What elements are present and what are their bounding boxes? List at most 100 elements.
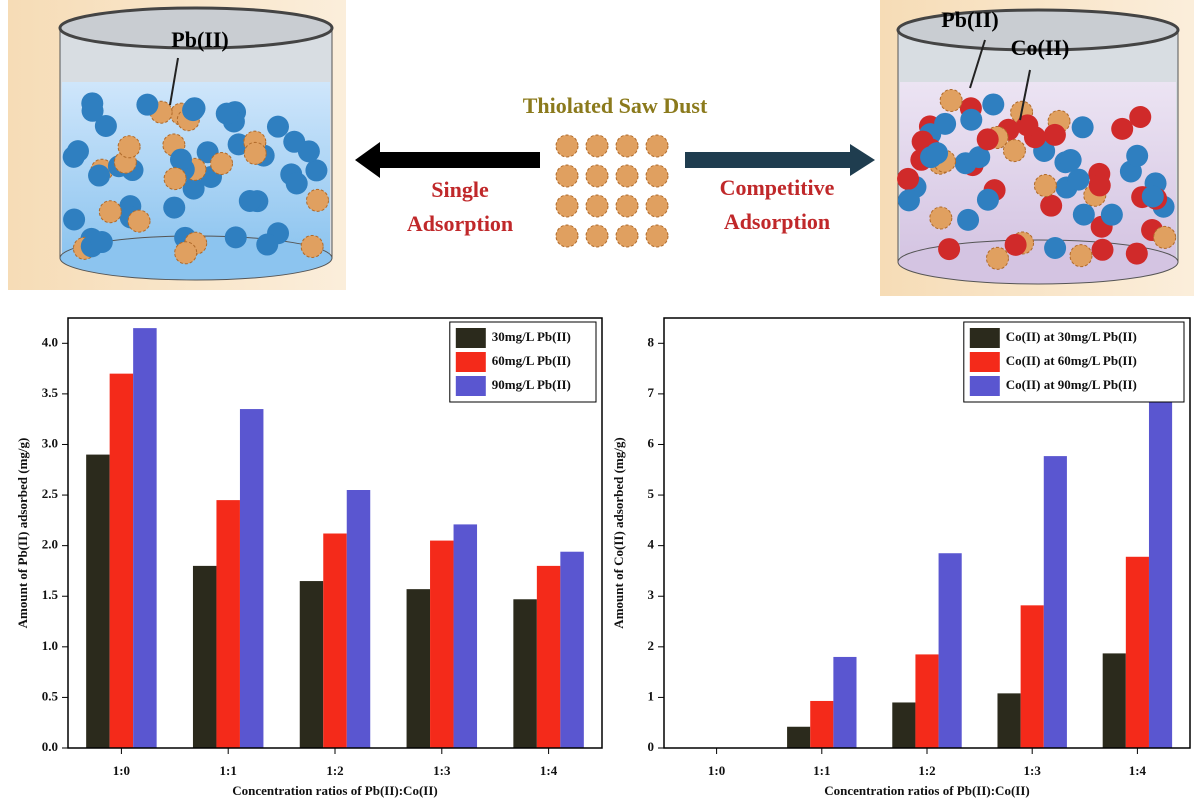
particle — [934, 112, 957, 135]
particle — [1126, 144, 1149, 167]
particle — [1100, 203, 1123, 226]
particle — [170, 148, 193, 171]
legend-label: Co(II) at 30mg/L Pb(II) — [1006, 329, 1137, 344]
particle — [555, 134, 579, 158]
particle — [1043, 123, 1066, 146]
particle — [305, 159, 328, 182]
legend-box — [963, 321, 1185, 403]
y-tick-label: 2.5 — [42, 486, 59, 501]
ion-label: Co(II) — [1011, 35, 1070, 60]
schematic: Pb(II) Thiolated Saw Dust Single Adsorpt… — [8, 0, 1194, 296]
charts: 1:0 1:1 1:2 1:3 1:4 0.0 0.5 1.0 1.5 2.0 2.5 3.0 3.5 4… — [15, 317, 1191, 798]
particle — [256, 233, 279, 256]
right-arrow — [685, 144, 875, 176]
particle — [1067, 168, 1090, 191]
particle — [81, 99, 104, 122]
particle — [94, 115, 117, 138]
y-axis-label: Amount of Pb(II) adsorbed (mg/g) — [15, 438, 30, 629]
y-tick-label: 3.0 — [42, 435, 58, 450]
x-tick-label: 1:3 — [1024, 763, 1042, 778]
particle — [645, 134, 669, 158]
particle — [1044, 237, 1067, 260]
bar — [833, 656, 857, 748]
bar — [346, 490, 371, 748]
process-label: Adsorption — [407, 211, 513, 236]
process-label: Adsorption — [724, 209, 830, 234]
bar — [86, 454, 110, 748]
x-axis-label: Concentration ratios of Pb(II):Co(II) — [824, 783, 1029, 798]
particle — [976, 128, 999, 151]
y-tick-label: 1.0 — [42, 638, 58, 653]
particle — [98, 200, 122, 224]
bar — [1043, 456, 1067, 748]
y-tick-label: 7 — [648, 385, 655, 400]
bar — [1148, 361, 1173, 748]
legend-swatch — [969, 352, 1000, 372]
particle — [957, 208, 980, 231]
left-rim — [58, 6, 334, 50]
x-tick-label: 1:0 — [708, 763, 725, 778]
bar — [536, 565, 561, 748]
material-label: Thiolated Saw Dust — [523, 93, 708, 118]
particle — [585, 134, 609, 158]
y-tick-label: 0 — [648, 739, 655, 754]
process-label: Competitive — [720, 175, 835, 200]
legend-label: Co(II) at 60mg/L Pb(II) — [1006, 353, 1137, 368]
x-axis-label: Concentration ratios of Pb(II):Co(II) — [232, 783, 437, 798]
pointer — [969, 39, 986, 89]
bar — [1102, 653, 1126, 748]
bar — [430, 540, 454, 748]
particle — [926, 142, 949, 165]
particle — [182, 99, 205, 122]
particle — [982, 93, 1005, 116]
bar — [1125, 556, 1149, 748]
particle — [1125, 242, 1148, 265]
particle — [1059, 149, 1082, 172]
bar — [109, 373, 134, 748]
legend-label: Co(II) at 90mg/L Pb(II) — [1006, 377, 1137, 392]
x-tick-label: 1:1 — [813, 763, 830, 778]
bar — [560, 551, 584, 748]
pointer — [1019, 69, 1031, 121]
plot-frame — [67, 317, 603, 749]
bar — [216, 500, 240, 748]
y-tick-label: 1.5 — [42, 587, 59, 602]
particle — [615, 164, 639, 188]
particle — [585, 194, 609, 218]
particle — [1111, 117, 1134, 140]
particle — [1141, 185, 1164, 208]
bar — [133, 328, 157, 748]
y-tick-label: 6 — [648, 435, 655, 450]
particle — [555, 164, 579, 188]
y-tick-label: 2.0 — [42, 537, 58, 552]
legend-swatch — [455, 352, 486, 372]
bar — [892, 702, 916, 748]
particle — [62, 145, 85, 168]
particle — [285, 172, 308, 195]
legend-swatch — [455, 376, 486, 396]
x-tick-label: 1:1 — [220, 763, 237, 778]
particle — [63, 208, 86, 231]
particle — [90, 231, 113, 254]
bar — [938, 553, 962, 748]
bar — [513, 599, 537, 748]
ion-label: Pb(II) — [941, 7, 998, 32]
particle — [117, 135, 141, 159]
bar — [323, 533, 347, 748]
particle — [182, 177, 205, 200]
y-tick-label: 5 — [648, 486, 655, 501]
right-rim — [896, 8, 1180, 52]
particle — [1004, 233, 1027, 256]
ion-label: Pb(II) — [171, 27, 228, 52]
particle — [615, 134, 639, 158]
legend-label: 60mg/L Pb(II) — [492, 353, 571, 368]
y-tick-label: 3.5 — [42, 385, 59, 400]
y-axis-label: Amount of Co(II) adsorbed (mg/g) — [611, 437, 626, 628]
particle — [615, 224, 639, 248]
bar — [299, 581, 324, 748]
particle — [897, 189, 920, 212]
particle — [555, 224, 579, 248]
particle — [127, 209, 151, 233]
legend-swatch — [969, 376, 1000, 396]
particle — [1088, 174, 1111, 197]
